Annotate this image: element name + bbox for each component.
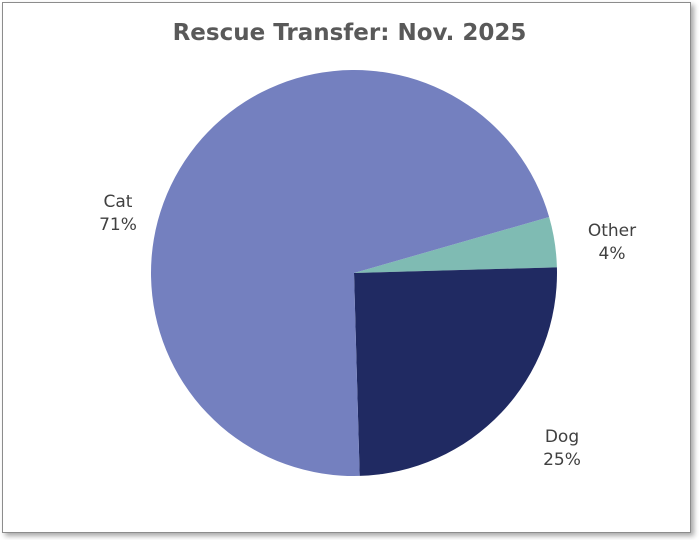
data-label-cat-percent: 71% [99, 215, 137, 235]
data-label-cat-name: Cat [104, 192, 133, 212]
chart-title: Rescue Transfer: Nov. 2025 [172, 20, 527, 46]
data-label-dog-percent: 25% [543, 450, 581, 470]
pie-slice-other [354, 217, 557, 273]
data-label-dog-name: Dog [545, 427, 579, 447]
data-label-cat: Cat 71% [99, 192, 137, 235]
pie-slice-dog [354, 267, 557, 476]
pie-slice-cat [150, 70, 550, 477]
data-label-other-percent: 4% [599, 244, 626, 264]
data-label-other: Other 4% [588, 221, 636, 264]
data-label-other-name: Other [588, 221, 636, 241]
data-label-dog: Dog 25% [543, 427, 581, 470]
